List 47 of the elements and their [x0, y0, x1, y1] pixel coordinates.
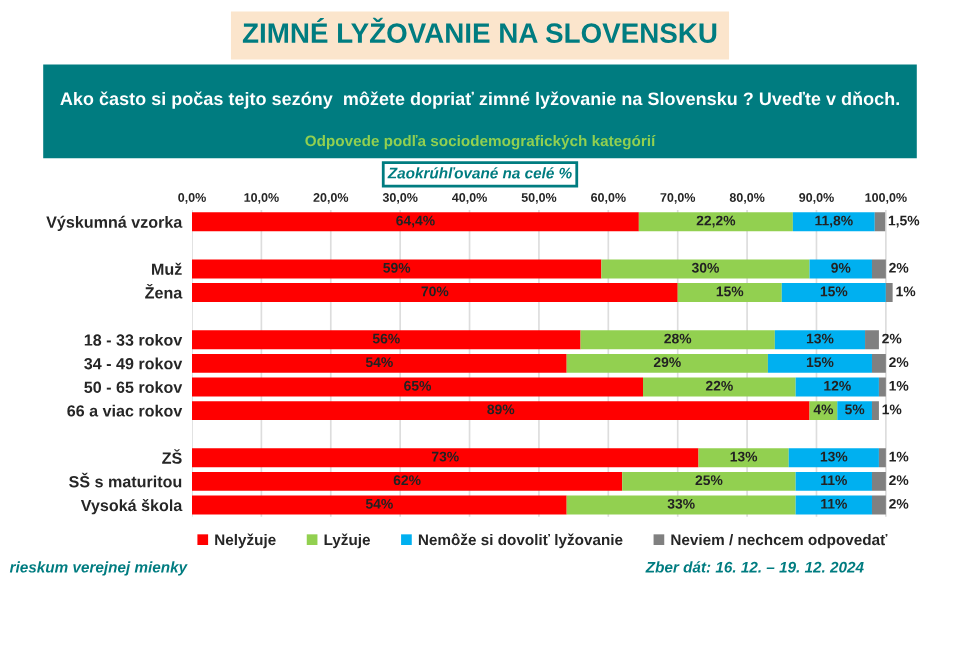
- bar: [871, 401, 879, 421]
- bar: [566, 353, 768, 373]
- y-tick-label: Muž: [152, 262, 182, 275]
- y-tick-label: Vysoká škola: [80, 498, 183, 515]
- bar: [698, 448, 789, 468]
- y-tick-label: 50 - 65 rokov: [84, 381, 183, 393]
- y-tick-label: 18 - 33 rokov: [84, 333, 183, 346]
- bar: [192, 283, 678, 303]
- bar: [781, 283, 886, 303]
- bar: [192, 259, 602, 279]
- bar: [677, 283, 782, 303]
- chart-title: ZIMNÉ LYŽOVANIE NA SLOVENSKU: [242, 17, 717, 43]
- bar: [774, 330, 866, 350]
- bar: [192, 353, 567, 373]
- bar: [622, 471, 796, 491]
- bar: [566, 495, 796, 515]
- bar: [192, 448, 699, 468]
- bar: [767, 353, 872, 373]
- bar: [192, 377, 644, 397]
- bar: [871, 259, 886, 279]
- bar: [837, 401, 872, 421]
- chart-subtitle: Ako často si počas tejto sezóny môžete dopriať zimné lyžovanie na Slovensku ? Uveďte v dňoch.: [60, 91, 899, 109]
- bar: [638, 212, 793, 232]
- bar: [192, 495, 567, 515]
- bar: [878, 377, 886, 397]
- bar: [601, 259, 810, 279]
- bar: [871, 353, 886, 373]
- bar: [192, 330, 581, 350]
- bar: [788, 448, 879, 468]
- bar: [192, 401, 810, 421]
- bar: [871, 471, 886, 491]
- bar: [871, 495, 886, 515]
- y-tick-label: Žena: [145, 283, 183, 299]
- bar: [795, 471, 872, 491]
- y-tick-label: SŠ s maturitou: [69, 472, 182, 488]
- y-tick-label: ZŠ: [162, 449, 182, 464]
- y-tick-label: 66 a viac rokov: [67, 404, 183, 417]
- y-tick-label: 34 - 49 rokov: [84, 357, 183, 370]
- bar: [643, 377, 796, 397]
- bar: [865, 330, 879, 350]
- bar: [192, 212, 639, 232]
- bar: [792, 212, 875, 232]
- y-tick-label: Výskumná vzorka: [46, 215, 183, 231]
- bar: [874, 212, 886, 232]
- bar: [192, 471, 623, 491]
- bar: [878, 448, 886, 468]
- bar: [580, 330, 775, 350]
